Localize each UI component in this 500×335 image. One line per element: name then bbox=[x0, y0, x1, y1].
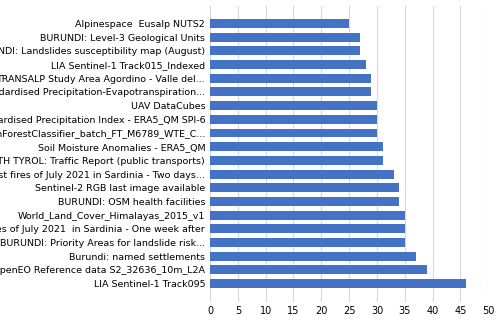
Bar bbox=[210, 60, 366, 69]
Bar bbox=[210, 46, 360, 55]
Bar bbox=[210, 129, 377, 137]
Bar bbox=[210, 197, 399, 206]
Bar bbox=[210, 183, 399, 192]
Bar bbox=[210, 87, 372, 96]
Bar bbox=[210, 115, 377, 124]
Bar bbox=[210, 211, 405, 219]
Bar bbox=[210, 101, 377, 110]
Bar bbox=[210, 156, 382, 165]
Bar bbox=[210, 74, 372, 83]
Bar bbox=[210, 142, 382, 151]
Bar bbox=[210, 265, 427, 274]
Bar bbox=[210, 224, 405, 233]
Bar bbox=[210, 170, 394, 179]
Bar bbox=[210, 33, 360, 42]
Bar bbox=[210, 238, 405, 247]
Bar bbox=[210, 252, 416, 261]
Bar bbox=[210, 279, 466, 288]
Bar bbox=[210, 19, 349, 28]
